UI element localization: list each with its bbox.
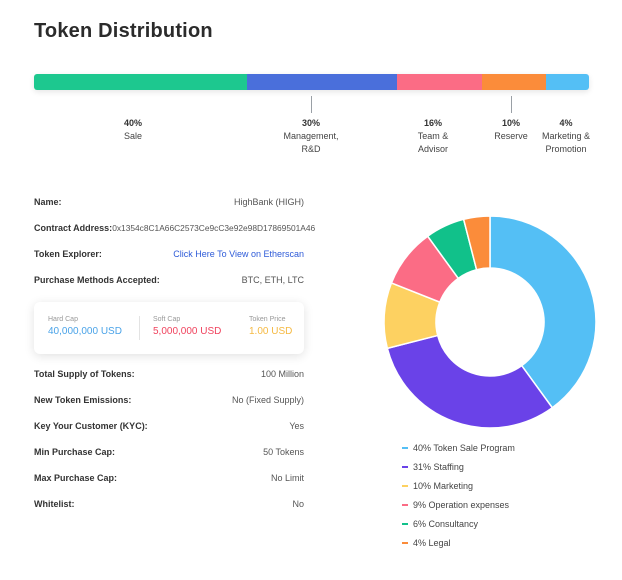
soft-cap-label: Soft Cap (153, 316, 181, 323)
distribution-name: Sale (123, 131, 143, 141)
distribution-label-management: 30% Management, R&D (280, 117, 342, 156)
soft-cap-value: 5,000,000 USD (153, 326, 222, 337)
donut-chart (383, 215, 597, 429)
legend-item: 4% Legal (402, 538, 451, 548)
info-row-min-cap: Min Purchase Cap: 50 Tokens (34, 447, 304, 457)
legend-label: 9% Operation expenses (413, 500, 510, 510)
info-row-supply: Total Supply of Tokens: 100 Million (34, 369, 304, 379)
distribution-label-sale: 40% Sale (124, 117, 142, 143)
info-row-max-cap: Max Purchase Cap: No Limit (34, 473, 304, 483)
distribution-percent: 10% (501, 118, 521, 128)
legend-swatch (402, 523, 408, 525)
info-key: Contract Address: (34, 223, 113, 233)
page-title: Token Distribution (34, 20, 213, 42)
donut-slice-staffing (386, 334, 554, 429)
legend-swatch (402, 542, 408, 544)
legend-label: 10% Marketing (413, 481, 474, 491)
legend-label: 6% Consultancy (413, 519, 479, 529)
legend-swatch (402, 447, 408, 449)
distribution-label-marketing: 4% Marketing & Promotion (538, 117, 594, 156)
legend-item: 6% Consultancy (402, 519, 478, 529)
distribution-percent: 4% (559, 118, 573, 128)
distribution-bar (34, 74, 589, 90)
legend-swatch (402, 485, 408, 487)
token-price-label: Token Price (249, 316, 286, 323)
distribution-percent: 16% (423, 118, 442, 128)
distribution-tick (311, 96, 312, 113)
distribution-segment-marketing (546, 74, 589, 90)
legend-item: 9% Operation expenses (402, 500, 509, 510)
info-key: Max Purchase Cap: (34, 473, 118, 483)
legend-label: 40% Token Sale Program (413, 443, 515, 453)
legend-swatch (402, 504, 408, 506)
info-row-emissions: New Token Emissions: No (Fixed Supply) (34, 395, 304, 405)
distribution-name: Management, R&D (283, 131, 339, 154)
info-key: Total Supply of Tokens: (34, 369, 135, 379)
distribution-percent: 30% (301, 118, 320, 128)
distribution-label-reserve: 10% Reserve (494, 117, 528, 143)
donut-slice-token-sale-program (489, 215, 597, 409)
legend-item: 10% Marketing (402, 481, 473, 491)
info-key: Min Purchase Cap: (34, 447, 116, 457)
distribution-name: Team & Advisor (417, 131, 449, 154)
distribution-name: Reserve (494, 131, 528, 141)
token-price-value: 1.00 USD (249, 326, 293, 337)
hard-cap-value: 40,000,000 USD (48, 326, 122, 337)
legend-item: 31% Staffing (402, 462, 464, 472)
info-key: New Token Emissions: (34, 395, 132, 405)
cap-divider (139, 316, 140, 340)
legend-item: 40% Token Sale Program (402, 443, 515, 453)
legend-label: 4% Legal (413, 538, 451, 548)
distribution-segment-reserve (482, 74, 547, 90)
info-value: HighBank (HIGH) (233, 197, 304, 207)
soft-cap: Soft Cap 5,000,000 USD (153, 316, 221, 337)
info-key: Whitelist: (34, 499, 75, 509)
info-row-kyc: Key Your Customer (KYC): Yes (34, 421, 304, 431)
info-value: BTC, ETH, LTC (241, 275, 304, 285)
info-key: Key Your Customer (KYC): (34, 421, 148, 431)
distribution-segment-management (247, 74, 397, 90)
legend-label: 31% Staffing (413, 462, 464, 472)
distribution-name: Marketing & Promotion (541, 131, 591, 154)
info-value: No (292, 499, 304, 509)
info-row-name: Name: HighBank (HIGH) (34, 197, 304, 207)
info-value: 50 Tokens (263, 447, 304, 457)
info-row-whitelist: Whitelist: No (34, 499, 304, 509)
contract-address-value: 0x1354c8C1A66C2573Ce9cC3e92e98D17869501A… (112, 223, 316, 233)
info-key: Token Explorer: (34, 249, 102, 259)
info-row-contract: Contract Address: 0x1354c8C1A66C2573Ce9c… (34, 223, 315, 233)
donut-slice-legal (462, 215, 491, 271)
distribution-segment-sale (34, 74, 248, 90)
info-value: 100 Million (260, 369, 304, 379)
cap-card: Hard Cap 40,000,000 USD Soft Cap 5,000,0… (34, 302, 304, 354)
info-value: No (Fixed Supply) (231, 395, 304, 405)
distribution-tick (511, 96, 512, 113)
hard-cap: Hard Cap 40,000,000 USD (48, 316, 122, 337)
info-value: Yes (289, 421, 304, 431)
distribution-label-team: 16% Team & Advisor (413, 117, 453, 156)
token-price: Token Price 1.00 USD (249, 316, 292, 337)
legend-swatch (402, 466, 408, 468)
distribution-percent: 40% (123, 118, 143, 128)
etherscan-link[interactable]: Click Here To View on Etherscan (173, 249, 304, 259)
info-key: Purchase Methods Accepted: (34, 275, 160, 285)
info-value: No Limit (270, 473, 304, 483)
info-row-explorer: Token Explorer: Click Here To View on Et… (34, 249, 304, 259)
info-key: Name: (34, 197, 62, 207)
info-row-methods: Purchase Methods Accepted: BTC, ETH, LTC (34, 275, 304, 285)
distribution-segment-team (396, 74, 483, 90)
hard-cap-label: Hard Cap (48, 316, 78, 323)
